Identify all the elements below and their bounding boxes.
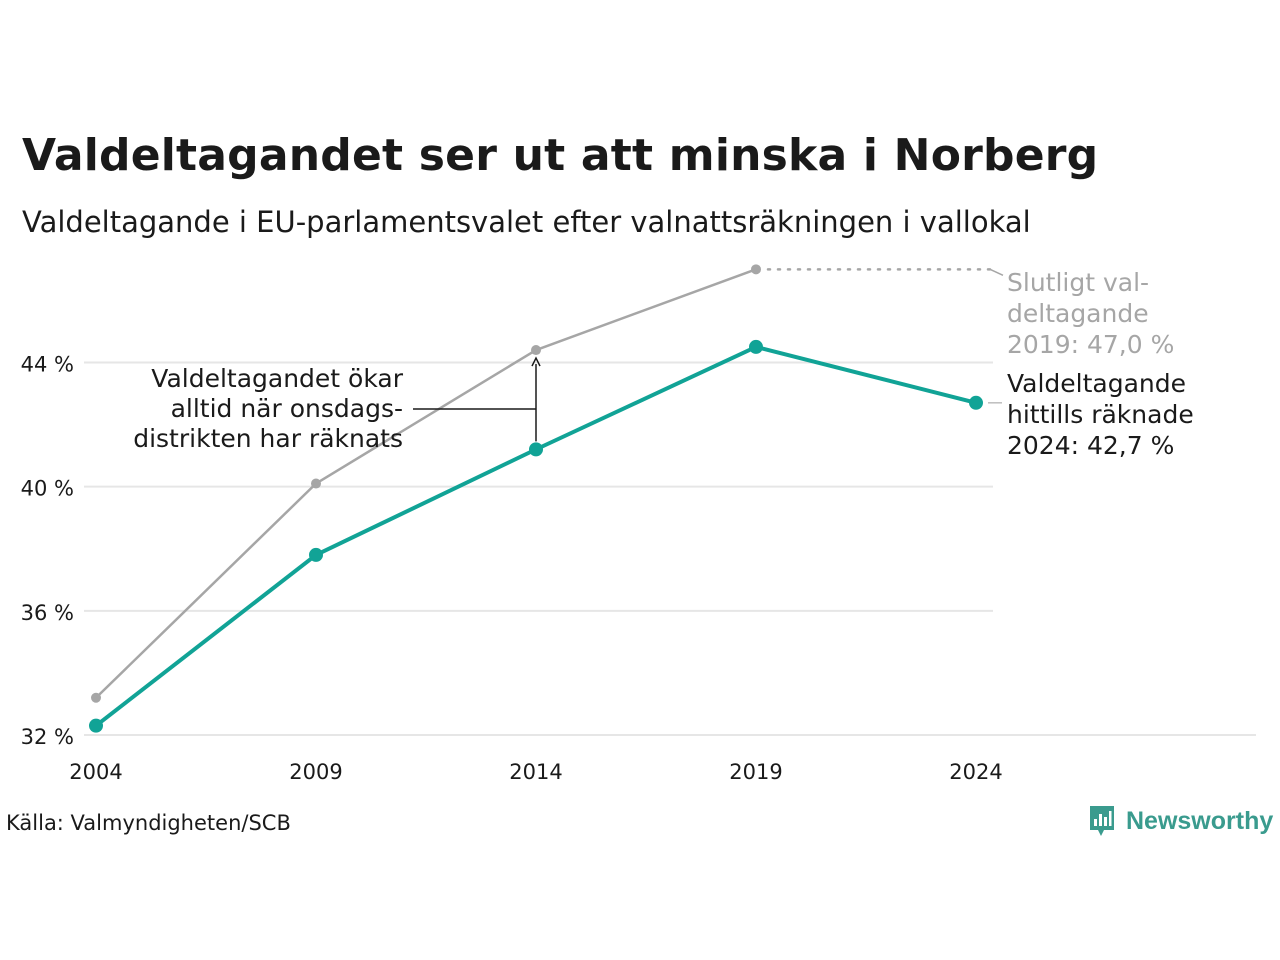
data-point-final — [91, 692, 101, 703]
x-tick-label: 2019 — [729, 760, 782, 784]
newsworthy-logo: Newsworthy — [1088, 804, 1273, 838]
data-point-counted — [749, 339, 763, 354]
x-tick-label: 2009 — [289, 760, 342, 784]
chart-subtitle: Valdeltagande i EU-parlamentsvalet efter… — [22, 205, 1031, 239]
data-point-counted — [309, 547, 323, 562]
x-tick-label: 2024 — [949, 760, 1002, 784]
final-label-tick — [989, 268, 1004, 276]
note-line: alltid när onsdags- — [171, 394, 403, 423]
data-point-final — [531, 345, 541, 356]
newsworthy-logo-icon — [1090, 806, 1114, 836]
data-point-final — [311, 478, 321, 489]
newsworthy-logo-text: Newsworthy — [1126, 806, 1274, 835]
series-line-final — [95, 268, 757, 699]
data-point-final — [751, 264, 761, 275]
final-label-line: deltagande — [1007, 299, 1149, 328]
note-arrow-head — [531, 356, 541, 367]
y-tick-label: 44 % — [21, 352, 74, 376]
x-tick-label: 2004 — [69, 760, 122, 784]
final-label-line: 2019: 47,0 % — [1007, 330, 1174, 359]
chart-title: Valdeltagandet ser ut att minska i Norbe… — [22, 130, 1099, 181]
counted-label-line: hittills räknade — [1007, 400, 1194, 429]
data-point-counted — [89, 718, 103, 733]
y-tick-label: 40 % — [21, 477, 74, 501]
counted-label-line: 2024: 42,7 % — [1007, 431, 1174, 460]
data-point-counted — [529, 442, 543, 457]
note-line: Valdeltagandet ökar — [151, 364, 403, 393]
data-point-counted — [969, 395, 983, 410]
counted-label-line: Valdeltagande — [1007, 369, 1186, 398]
source-note: Källa: Valmyndigheten/SCB — [6, 811, 291, 835]
y-tick-label: 32 % — [21, 725, 74, 749]
x-tick-label: 2014 — [509, 760, 562, 784]
y-tick-label: 36 % — [21, 601, 74, 625]
final-label-line: Slutligt val- — [1007, 268, 1149, 297]
note-line: distrikten har räknats — [133, 424, 403, 453]
